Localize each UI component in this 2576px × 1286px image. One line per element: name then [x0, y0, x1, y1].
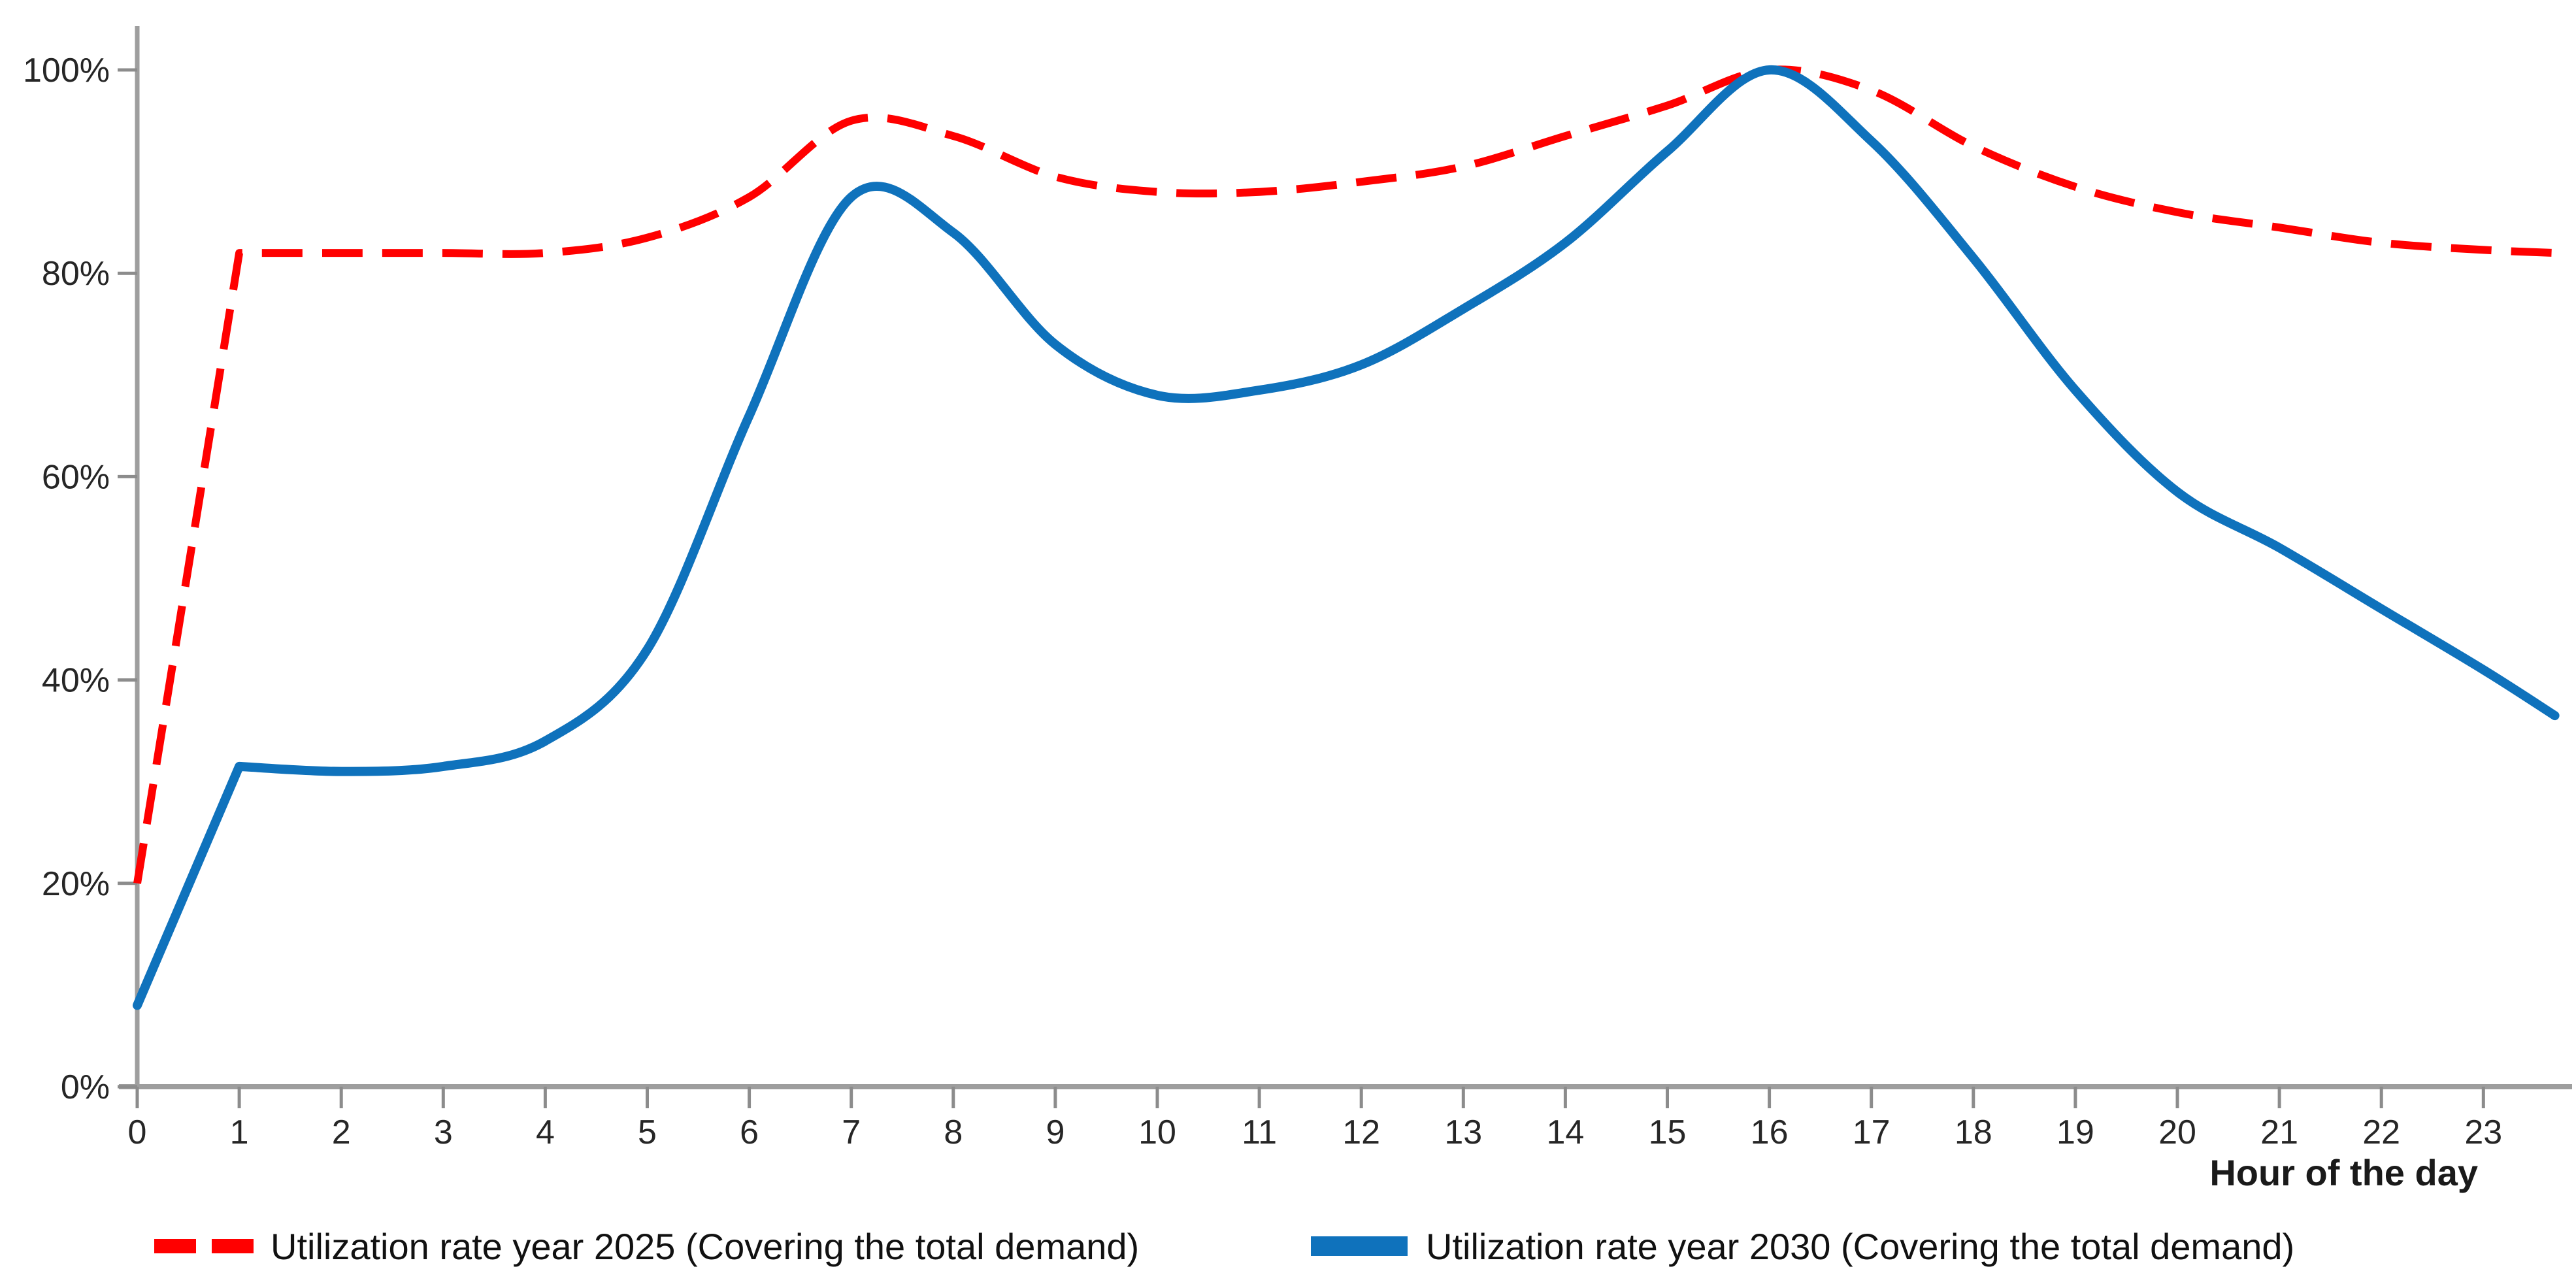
x-tick-label: 1: [230, 1113, 249, 1151]
y-tick-label: 20%: [42, 865, 110, 903]
x-tick-label: 9: [1046, 1113, 1065, 1151]
x-tick-label: 15: [1649, 1113, 1687, 1151]
legend-item-2025: Utilization rate year 2025 (Covering the…: [152, 1217, 1139, 1276]
x-tick-label: 3: [434, 1113, 453, 1151]
y-tick-label: 0%: [61, 1068, 110, 1106]
x-tick-label: 13: [1444, 1113, 1482, 1151]
x-tick-label: 11: [1242, 1113, 1277, 1151]
series-line-2025: [133, 65, 2555, 884]
y-tick-label: 80%: [42, 255, 110, 293]
legend-label-2030: Utilization rate year 2030 (Covering the…: [1426, 1225, 2295, 1267]
y-tick-label: 100%: [23, 52, 110, 90]
x-tick-label: 23: [2464, 1113, 2502, 1151]
legend-swatch-solid-blue-icon: [1311, 1236, 1408, 1256]
legend: Utilization rate year 2025 (Covering the…: [0, 1217, 2576, 1276]
y-tick-label: 40%: [42, 662, 110, 700]
x-tick-label: 20: [2158, 1113, 2196, 1151]
x-tick-label: 18: [1955, 1113, 1992, 1151]
x-axis-title: Hour of the day: [2209, 1152, 2478, 1193]
legend-label-2025: Utilization rate year 2025 (Covering the…: [271, 1225, 1140, 1267]
x-tick-label: 0: [128, 1113, 147, 1151]
x-tick-label: 7: [842, 1113, 861, 1151]
x-tick-label: 12: [1342, 1113, 1380, 1151]
x-tick-label: 8: [944, 1113, 963, 1151]
series-line-2030: [133, 65, 2560, 1010]
legend-swatch-dashed-red-icon: [154, 1239, 254, 1253]
legend-item-2030: Utilization rate year 2030 (Covering the…: [1307, 1217, 2294, 1276]
x-tick-label: 21: [2260, 1113, 2298, 1151]
y-tick-label: 60%: [42, 458, 110, 496]
x-tick-label: 10: [1138, 1113, 1176, 1151]
x-tick-label: 4: [536, 1113, 555, 1151]
x-tick-label: 14: [1546, 1113, 1584, 1151]
x-tick-label: 2: [332, 1113, 351, 1151]
x-tick-label: 16: [1751, 1113, 1789, 1151]
x-tick-label: 19: [2056, 1113, 2094, 1151]
x-tick-label: 22: [2362, 1113, 2400, 1151]
x-tick-label: 6: [740, 1113, 759, 1151]
x-tick-label: 17: [1853, 1113, 1891, 1151]
x-tick-label: 5: [638, 1113, 657, 1151]
